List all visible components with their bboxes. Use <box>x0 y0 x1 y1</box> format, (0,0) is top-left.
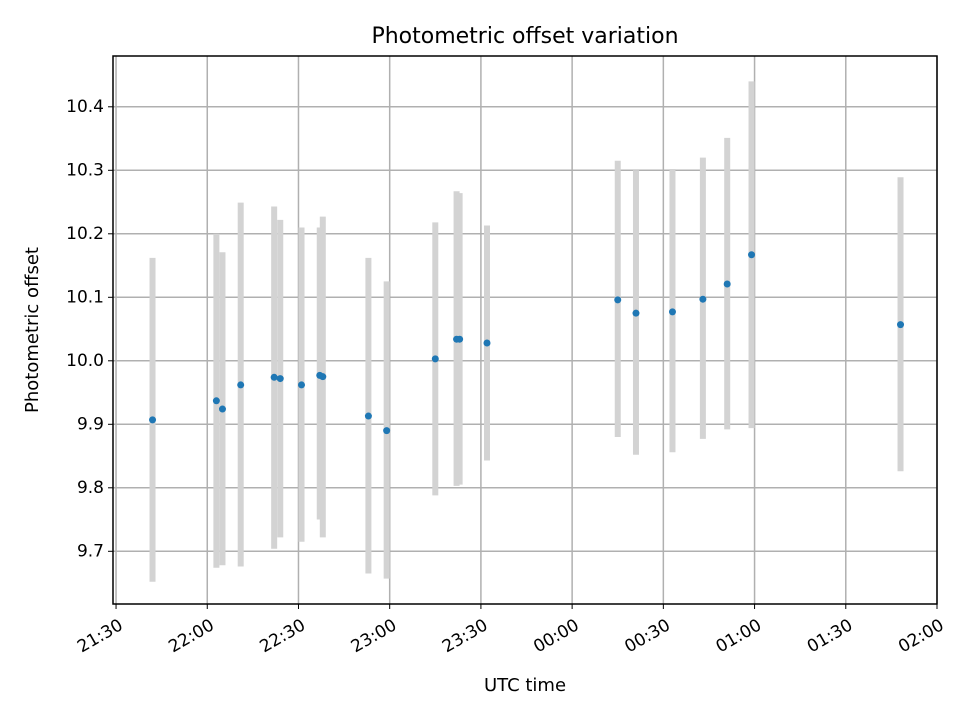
y-tick-label: 10.1 <box>66 287 104 307</box>
data-point <box>218 405 226 413</box>
y-axis-ticks: 9.7 9.8 9.9 10.0 10.1 10.2 10.3 10.4 <box>66 97 113 561</box>
y-tick-label: 10.4 <box>66 97 104 117</box>
data-point <box>237 381 245 389</box>
data-point <box>668 308 676 316</box>
x-tick-label: 22:00 <box>165 615 217 657</box>
x-tick-label: 00:00 <box>530 615 582 657</box>
data-point <box>483 339 491 347</box>
x-axis-ticks: 21:30 22:00 22:30 23:00 23:30 00:00 00:30 01:00… <box>74 604 948 657</box>
data-point <box>699 295 707 303</box>
data-points <box>149 251 905 435</box>
data-point <box>614 296 622 304</box>
y-tick-label: 9.7 <box>77 541 104 561</box>
y-tick-label: 10.0 <box>66 351 104 371</box>
data-point <box>723 280 731 288</box>
grid <box>113 56 938 604</box>
y-tick-label: 9.8 <box>77 478 104 498</box>
data-point <box>748 251 756 259</box>
data-point <box>383 427 391 435</box>
x-tick-label: 00:30 <box>621 615 673 657</box>
y-tick-label: 10.3 <box>66 160 104 180</box>
x-tick-label: 23:00 <box>348 615 400 657</box>
data-point <box>212 397 220 405</box>
data-point <box>364 412 372 420</box>
data-point <box>456 335 464 343</box>
data-point <box>276 375 284 383</box>
data-point <box>897 321 905 329</box>
data-point <box>431 355 439 363</box>
x-tick-label: 22:30 <box>257 615 309 657</box>
data-point <box>632 309 640 317</box>
plot-frame <box>112 55 938 605</box>
data-point <box>270 373 278 381</box>
x-tick-label: 02:00 <box>895 615 947 657</box>
x-tick-label: 21:30 <box>74 615 126 657</box>
x-tick-label: 01:30 <box>804 615 856 657</box>
x-axis-label: UTC time <box>484 675 566 696</box>
data-point <box>298 381 306 389</box>
y-tick-label: 10.2 <box>66 224 104 244</box>
data-point <box>149 416 157 424</box>
y-tick-label: 9.9 <box>77 414 104 434</box>
x-tick-label: 01:00 <box>713 615 765 657</box>
chart-title: Photometric offset variation <box>371 24 678 49</box>
error-bars <box>149 81 904 582</box>
x-tick-label: 23:30 <box>439 615 491 657</box>
y-axis-label: Photometric offset <box>22 247 43 413</box>
data-point <box>319 373 327 381</box>
